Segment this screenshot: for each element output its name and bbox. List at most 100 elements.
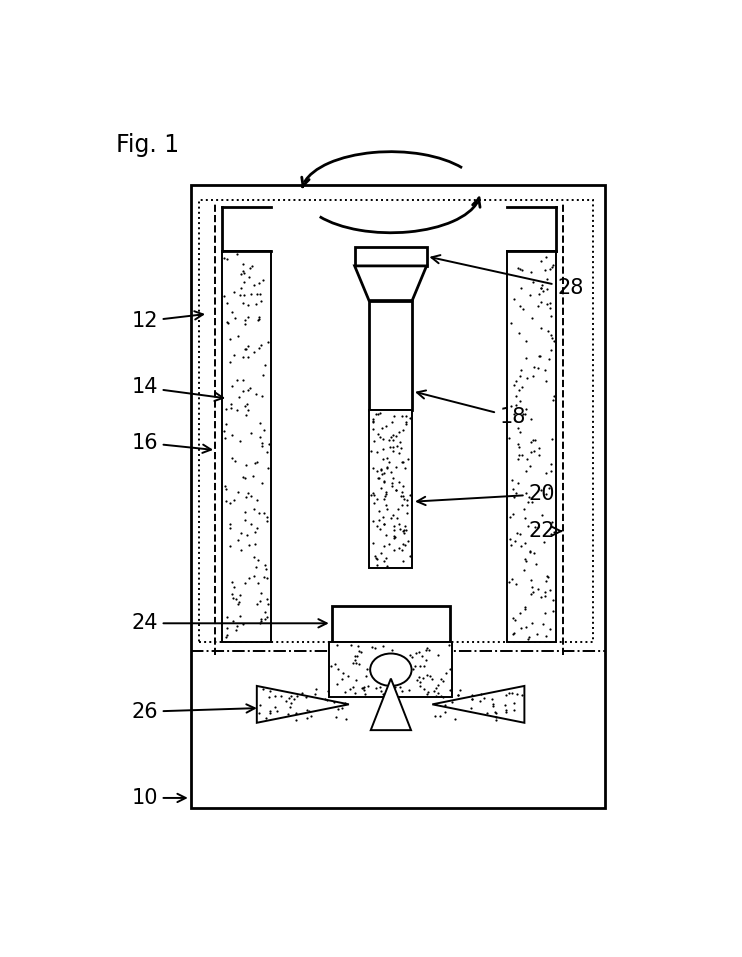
Point (377, 639, 389, 655)
Point (234, 266, 246, 281)
Point (376, 431, 388, 446)
Point (510, 397, 522, 412)
Point (234, 287, 246, 302)
Point (377, 452, 389, 467)
Point (513, 440, 525, 456)
Point (413, 675, 425, 690)
Point (255, 612, 266, 627)
Point (372, 470, 384, 485)
Point (253, 705, 265, 721)
Point (519, 620, 531, 635)
Point (358, 686, 370, 701)
Point (523, 458, 535, 474)
Point (219, 478, 231, 493)
Point (401, 533, 413, 548)
Point (221, 314, 233, 329)
Point (330, 676, 342, 691)
Point (288, 691, 300, 706)
Point (301, 702, 312, 718)
Point (237, 469, 249, 484)
Point (262, 460, 274, 476)
Point (353, 657, 365, 672)
Point (384, 439, 396, 455)
Point (515, 280, 527, 296)
Point (260, 444, 272, 459)
Point (515, 620, 527, 635)
Point (372, 471, 384, 486)
Point (397, 553, 409, 568)
Point (378, 647, 390, 662)
Point (262, 596, 274, 612)
Point (253, 309, 265, 324)
Point (535, 482, 547, 498)
Point (388, 408, 400, 423)
Point (370, 640, 381, 656)
Point (400, 414, 412, 430)
Point (242, 486, 254, 501)
Point (430, 688, 441, 703)
Point (444, 681, 456, 697)
Point (221, 252, 233, 267)
Point (411, 673, 423, 688)
Point (284, 700, 296, 715)
Point (255, 476, 267, 491)
Point (421, 668, 433, 683)
Point (221, 295, 233, 310)
Point (413, 658, 425, 674)
Polygon shape (355, 266, 426, 300)
Point (364, 444, 376, 459)
Point (254, 593, 266, 609)
Point (393, 540, 404, 555)
Point (355, 644, 367, 659)
Point (229, 347, 240, 363)
Bar (507, 251, 556, 642)
Point (546, 259, 558, 275)
Point (519, 602, 531, 617)
Point (525, 434, 536, 450)
Point (397, 488, 409, 503)
Point (546, 257, 558, 273)
Point (380, 550, 392, 566)
Point (391, 654, 403, 669)
Point (506, 473, 518, 488)
Point (520, 334, 532, 349)
Point (510, 686, 522, 701)
Point (321, 693, 333, 708)
Point (370, 407, 382, 422)
Point (243, 570, 255, 586)
Point (263, 334, 275, 349)
Point (389, 529, 401, 545)
Point (532, 519, 544, 534)
Point (285, 688, 297, 703)
Point (542, 569, 554, 585)
Point (380, 484, 392, 500)
Bar (329, 642, 452, 697)
Point (548, 524, 559, 540)
Point (386, 414, 398, 430)
Point (251, 596, 263, 612)
Point (232, 328, 244, 344)
Point (231, 618, 243, 634)
Point (239, 512, 251, 527)
Point (435, 671, 447, 686)
Point (399, 523, 411, 538)
Point (528, 545, 540, 561)
Point (519, 407, 531, 422)
Point (547, 592, 559, 608)
Point (246, 258, 257, 274)
Bar (199, 200, 593, 642)
Point (417, 671, 429, 686)
Point (231, 246, 243, 261)
Point (396, 543, 408, 558)
Point (395, 440, 407, 456)
Point (372, 426, 384, 441)
Point (254, 698, 266, 713)
Point (439, 665, 451, 680)
Point (539, 589, 551, 604)
Point (264, 705, 276, 721)
Point (242, 338, 254, 353)
Point (325, 658, 337, 674)
Point (220, 402, 232, 417)
Point (505, 399, 517, 414)
Point (282, 706, 294, 722)
